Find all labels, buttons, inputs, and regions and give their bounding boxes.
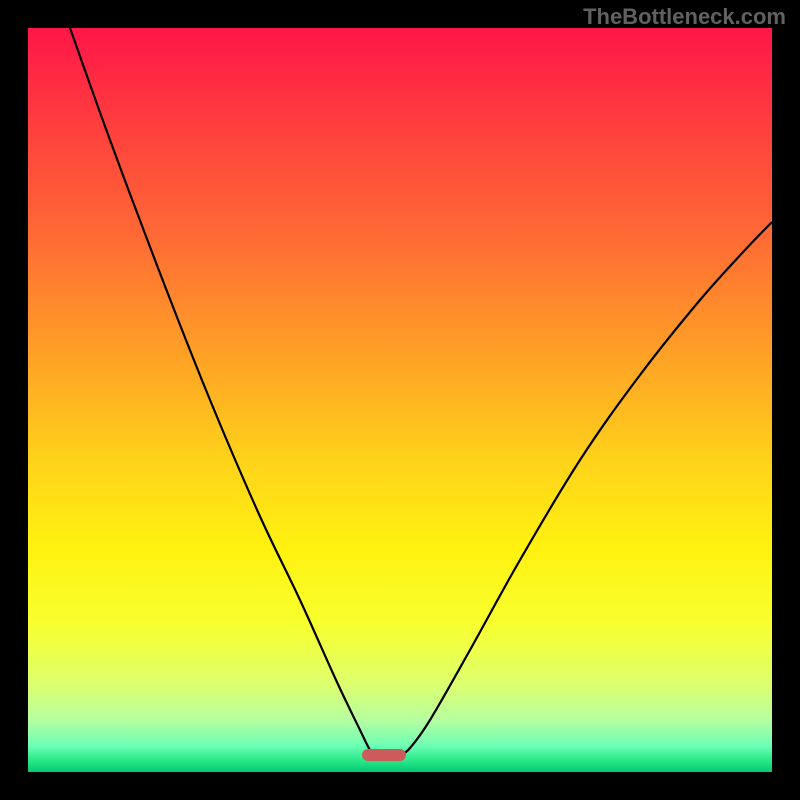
watermark-text: TheBottleneck.com (583, 4, 786, 29)
bottleneck-marker (362, 749, 406, 761)
plot-background (28, 28, 772, 772)
bottleneck-chart: TheBottleneck.com (0, 0, 800, 800)
